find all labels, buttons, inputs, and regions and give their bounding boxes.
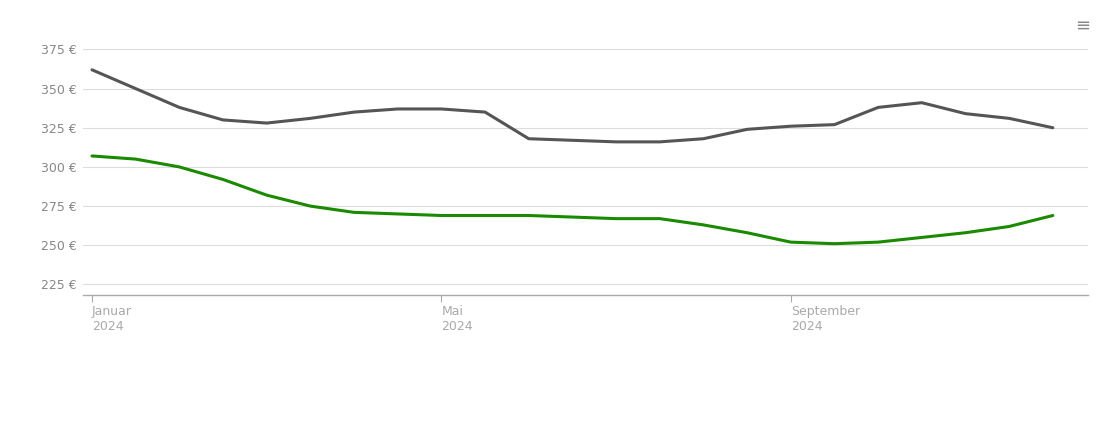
Text: ≡: ≡ xyxy=(1074,17,1090,35)
